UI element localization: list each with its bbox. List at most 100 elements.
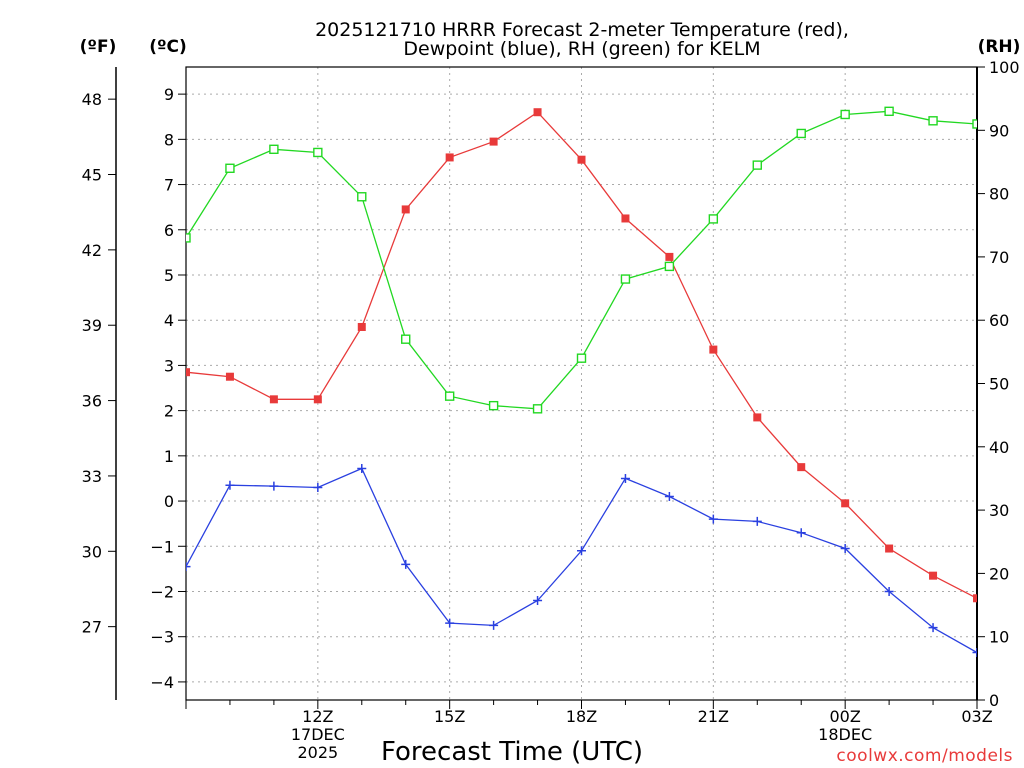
rh-point bbox=[269, 144, 279, 154]
fahrenheit-tick-label: 39 bbox=[82, 316, 102, 335]
rh-point bbox=[928, 116, 938, 126]
x-tick-label: 18DEC bbox=[818, 725, 872, 744]
x-tick-label: 2025 bbox=[297, 743, 338, 762]
dewpoint-point bbox=[533, 596, 543, 606]
temperature-point bbox=[577, 155, 586, 164]
celsius-tick-label: 2 bbox=[164, 402, 174, 421]
celsius-tick-label: 6 bbox=[164, 221, 174, 240]
temperature-point bbox=[753, 413, 762, 422]
celsius-tick-label: 4 bbox=[164, 311, 174, 330]
rh-tick-label: 30 bbox=[989, 501, 1009, 520]
fahrenheit-tick-label: 27 bbox=[82, 618, 102, 637]
fahrenheit-tick-label: 48 bbox=[82, 90, 102, 109]
rh-tick-label: 80 bbox=[989, 185, 1009, 204]
fahrenheit-tick-label: 30 bbox=[82, 542, 102, 561]
celsius-tick-label: 1 bbox=[164, 447, 174, 466]
rh-point bbox=[840, 109, 850, 120]
temperature-point bbox=[186, 368, 190, 377]
dewpoint-point bbox=[708, 514, 718, 524]
rh-point bbox=[972, 119, 977, 129]
fahrenheit-axis-unit: (ºF) bbox=[80, 37, 117, 57]
rh-point bbox=[444, 391, 455, 401]
dewpoint-point bbox=[884, 586, 894, 596]
celsius-tick-label: −1 bbox=[150, 537, 174, 556]
rh-point bbox=[752, 160, 762, 170]
rh-tick-label: 40 bbox=[989, 438, 1009, 457]
rh-point bbox=[664, 261, 675, 272]
x-tick-label: 18Z bbox=[566, 707, 597, 726]
rh-point bbox=[313, 147, 323, 158]
dewpoint-point bbox=[620, 473, 630, 483]
temperature-point bbox=[797, 463, 806, 472]
rh-point bbox=[708, 214, 719, 224]
rh-tick-label: 50 bbox=[989, 375, 1009, 394]
dewpoint-point bbox=[752, 516, 762, 526]
credit-text: coolwx.com/models bbox=[836, 746, 1013, 766]
rh-tick-label: 70 bbox=[989, 248, 1009, 267]
celsius-tick-label: −4 bbox=[150, 673, 174, 692]
fahrenheit-tick-label: 36 bbox=[82, 392, 102, 411]
temperature-point bbox=[445, 153, 454, 162]
dewpoint-point bbox=[269, 481, 279, 491]
rh-point bbox=[186, 233, 191, 243]
fahrenheit-tick-label: 33 bbox=[82, 467, 102, 486]
celsius-tick-label: 9 bbox=[164, 85, 174, 104]
temperature-point bbox=[665, 252, 674, 261]
dewpoint-point bbox=[357, 464, 367, 474]
rh-tick-label: 100 bbox=[989, 58, 1020, 77]
temperature-point bbox=[401, 205, 410, 214]
dewpoint-point bbox=[577, 546, 586, 556]
dewpoint-point bbox=[840, 544, 850, 554]
dewpoint-point bbox=[928, 623, 938, 633]
x-tick-label: 21Z bbox=[698, 707, 729, 726]
rh-point bbox=[884, 106, 894, 117]
rh-point bbox=[225, 163, 235, 173]
celsius-tick-label: 5 bbox=[164, 266, 174, 285]
temperature-point bbox=[709, 345, 718, 354]
temperature-point bbox=[269, 395, 278, 404]
temperature-point bbox=[929, 571, 938, 580]
rh-series bbox=[186, 106, 977, 414]
celsius-tick-label: 0 bbox=[164, 492, 174, 511]
dewpoint-point bbox=[313, 482, 323, 492]
temperature-point bbox=[225, 372, 234, 381]
rh-tick-label: 90 bbox=[989, 121, 1009, 140]
celsius-tick-label: −3 bbox=[150, 628, 174, 647]
temperature-point bbox=[313, 395, 322, 404]
dewpoint-point bbox=[401, 559, 411, 569]
temperature-point bbox=[621, 214, 630, 223]
dewpoint-point bbox=[489, 620, 499, 630]
series-layer bbox=[186, 106, 977, 658]
celsius-axis-unit: (ºC) bbox=[149, 37, 187, 57]
x-tick-label: 00Z bbox=[830, 707, 861, 726]
celsius-tick-label: −2 bbox=[150, 582, 174, 601]
x-axis-title: Forecast Time (UTC) bbox=[381, 737, 643, 767]
axes-layer: −4−3−2−101234567892730333639424548010203… bbox=[82, 58, 1020, 762]
x-tick-label: 15Z bbox=[434, 707, 465, 726]
rh-tick-label: 60 bbox=[989, 311, 1009, 330]
rh-point bbox=[796, 128, 806, 139]
rh-point bbox=[357, 192, 367, 202]
rh-tick-label: 10 bbox=[989, 628, 1009, 647]
rh-point bbox=[488, 400, 499, 411]
temperature-point bbox=[973, 594, 977, 603]
temperature-series bbox=[186, 108, 977, 603]
x-tick-label: 17DEC bbox=[291, 725, 345, 744]
temperature-point bbox=[357, 322, 366, 331]
celsius-tick-label: 7 bbox=[164, 176, 174, 195]
rh-point bbox=[401, 334, 411, 344]
dewpoint-series bbox=[186, 464, 977, 658]
dewpoint-point bbox=[664, 492, 674, 502]
rh-point bbox=[532, 404, 543, 414]
rh-axis-unit: (RH) bbox=[978, 37, 1021, 57]
rh-point bbox=[620, 274, 631, 284]
temperature-point bbox=[841, 499, 850, 508]
fahrenheit-tick-label: 45 bbox=[82, 166, 102, 185]
dewpoint-point bbox=[972, 648, 977, 658]
celsius-tick-label: 3 bbox=[164, 356, 174, 375]
rh-tick-label: 20 bbox=[989, 564, 1009, 583]
dewpoint-point bbox=[186, 562, 191, 572]
dewpoint-point bbox=[445, 618, 455, 628]
